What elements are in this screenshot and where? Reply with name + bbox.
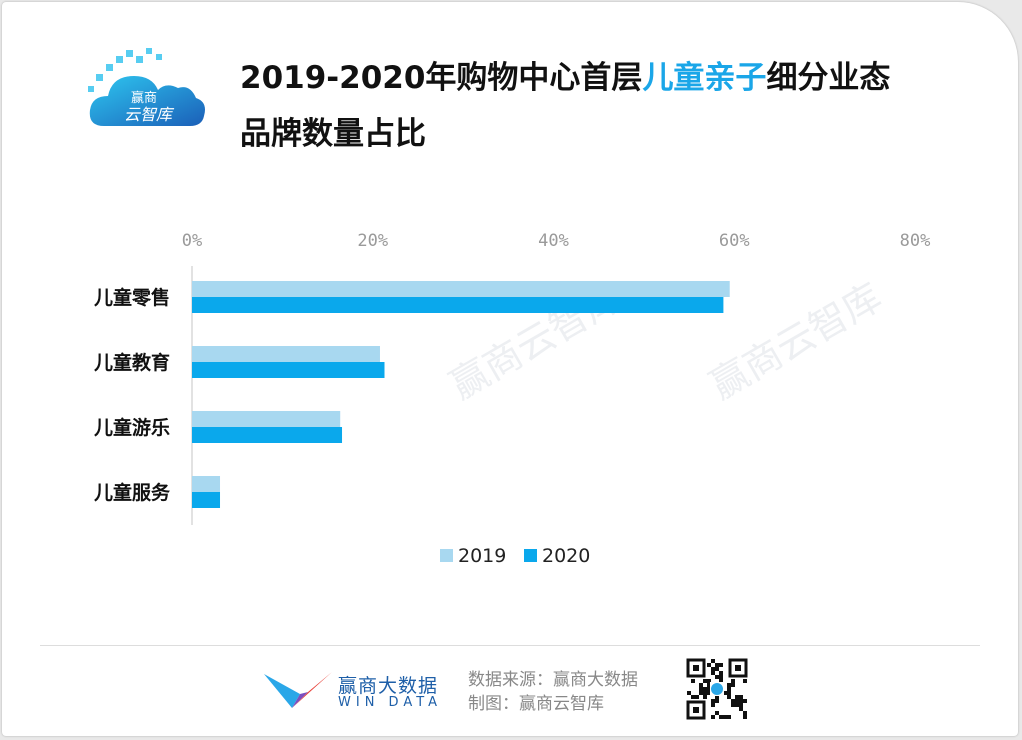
category-label: 儿童零售 xyxy=(93,286,170,309)
legend-swatch-2019 xyxy=(440,549,453,562)
title-highlight: 儿童亲子 xyxy=(642,60,767,96)
bar-2020 xyxy=(192,362,385,378)
bar-chart: 赢商云智库 赢商云智库 0% 20% 40% 60% 80% 儿童零售儿童教育儿童游乐儿… xyxy=(93,231,931,567)
bar-2020 xyxy=(192,492,221,508)
bar-2019 xyxy=(192,346,380,362)
x-tick-label: 40% xyxy=(538,231,569,251)
bars xyxy=(192,281,730,508)
x-tick-label: 60% xyxy=(719,231,750,251)
bar-2020 xyxy=(192,297,724,313)
x-tick-label: 0% xyxy=(182,231,202,251)
category-label: 儿童服务 xyxy=(93,481,171,504)
x-tick-label: 80% xyxy=(900,231,931,251)
x-tick-label: 20% xyxy=(357,231,388,251)
x-axis-ticks: 0% 20% 40% 60% 80% xyxy=(182,231,931,251)
page-title: 2019-2020年购物中心首层儿童亲子细分业态 品牌数量占比 xyxy=(240,50,940,162)
bar-2019 xyxy=(192,476,221,492)
bar-2019 xyxy=(192,281,730,297)
brand-name-cn: 赢商大数据 xyxy=(338,675,439,697)
category-label: 儿童游乐 xyxy=(93,416,170,439)
bar-2020 xyxy=(192,427,343,443)
legend-swatch-2020 xyxy=(524,549,537,562)
brand-name-en: WIN DATA xyxy=(338,695,443,710)
legend-label-2019: 2019 xyxy=(458,545,506,567)
title-part1: 2019-2020年购物中心首层 xyxy=(240,60,643,96)
category-label: 儿童教育 xyxy=(93,351,170,374)
logo-text-line1: 赢商 xyxy=(131,90,157,106)
bar-2019 xyxy=(192,411,341,427)
logo-text-line2: 云智库 xyxy=(124,105,175,124)
qr-code-icon xyxy=(686,658,748,720)
footer-divider xyxy=(40,645,980,646)
source-text: 数据来源：赢商大数据 制图：赢商云智库 xyxy=(468,668,638,716)
yingshang-cloud-logo: 赢商 云智库 xyxy=(88,48,205,126)
title-line2: 品牌数量占比 xyxy=(240,116,426,152)
legend: 2019 2020 xyxy=(440,545,590,567)
legend-label-2020: 2020 xyxy=(542,545,590,567)
title-part2: 细分业态 xyxy=(766,60,891,96)
made-by: 制图：赢商云智库 xyxy=(468,694,604,714)
data-source: 数据来源：赢商大数据 xyxy=(468,670,638,690)
win-data-logo-icon xyxy=(264,672,332,708)
watermark-2: 赢商云智库 xyxy=(703,275,890,408)
